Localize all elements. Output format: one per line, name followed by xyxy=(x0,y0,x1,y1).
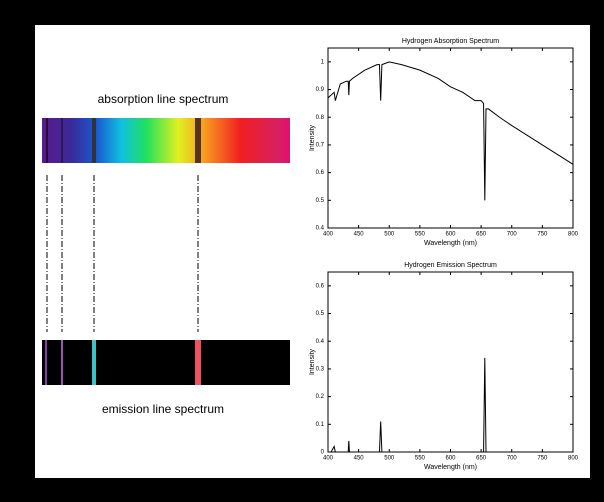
panel xyxy=(35,25,590,478)
x-tick-label: 400 xyxy=(323,456,334,462)
x-tick-label: 800 xyxy=(568,232,579,238)
absorption-band xyxy=(42,118,290,163)
chart-title: Hydrogen Absorption Spectrum xyxy=(402,38,499,45)
x-tick-label: 750 xyxy=(537,232,548,238)
y-axis-label: Intensity xyxy=(309,348,316,375)
emission-label: emission line spectrum xyxy=(102,402,224,416)
x-tick-label: 500 xyxy=(384,232,395,238)
x-tick-label: 400 xyxy=(323,232,334,238)
x-axis-label: Wavelength (nm) xyxy=(424,240,477,247)
x-tick-label: 450 xyxy=(354,456,365,462)
x-tick-label: 500 xyxy=(384,456,395,462)
y-tick-label: 0.6 xyxy=(316,170,325,176)
x-tick-label: 650 xyxy=(476,456,487,462)
y-tick-label: 0.4 xyxy=(316,339,325,345)
y-tick-label: 0.7 xyxy=(316,143,325,149)
x-tick-label: 550 xyxy=(415,232,426,238)
x-tick-label: 600 xyxy=(445,456,456,462)
x-tick-label: 700 xyxy=(507,232,518,238)
spectrum-line xyxy=(327,61,574,201)
y-tick-label: 0.2 xyxy=(316,394,325,400)
x-tick-label: 700 xyxy=(507,456,518,462)
y-tick-label: 0.5 xyxy=(316,311,325,317)
emission-band xyxy=(42,340,290,385)
x-tick-label: 600 xyxy=(445,232,456,238)
chart-title: Hydrogen Emission Spectrum xyxy=(404,262,497,269)
y-axis-label: Intensity xyxy=(309,124,316,151)
y-tick-label: 0.9 xyxy=(316,87,325,93)
emission-lines xyxy=(45,340,201,385)
x-tick-label: 750 xyxy=(537,456,548,462)
x-tick-label: 550 xyxy=(415,456,426,462)
y-tick-label: 0.4 xyxy=(316,226,325,232)
x-tick-label: 650 xyxy=(476,232,487,238)
x-tick-label: 450 xyxy=(354,232,365,238)
y-tick-label: 0 xyxy=(321,450,325,456)
x-tick-label: 800 xyxy=(568,456,579,462)
y-tick-label: 0.1 xyxy=(316,422,325,428)
y-tick-label: 0.6 xyxy=(316,283,325,289)
y-tick-label: 0.5 xyxy=(316,198,325,204)
y-tick-label: 1 xyxy=(321,59,325,65)
x-axis-label: Wavelength (nm) xyxy=(424,464,477,471)
connector-lines xyxy=(46,175,199,332)
spectrum-line xyxy=(328,357,573,453)
y-tick-label: 0.8 xyxy=(316,115,325,121)
y-tick-label: 0.3 xyxy=(316,367,325,373)
absorption-label: absorption line spectrum xyxy=(98,92,229,106)
absorption-lines xyxy=(46,118,201,163)
